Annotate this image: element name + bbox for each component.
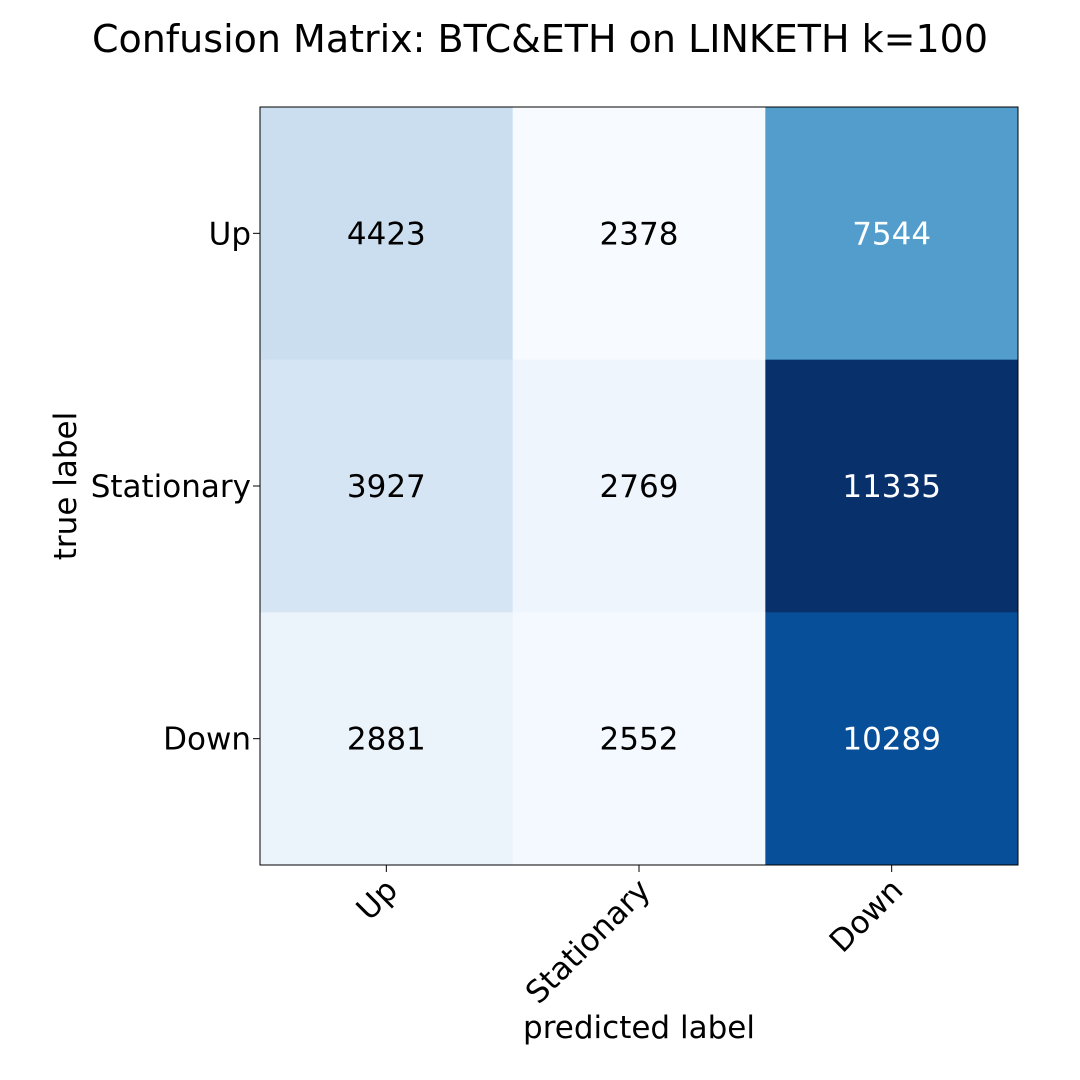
heatmap-cells: [260, 107, 1019, 866]
heatmap-cell: [765, 612, 1019, 866]
cell-value-label: 10289: [842, 722, 941, 758]
heatmap-cell: [512, 359, 766, 613]
heatmap-cell: [260, 359, 514, 613]
heatmap-cell: [512, 612, 766, 866]
cell-value-labels: 4423 2378 7544 3927 2769 11335 2881 2552 10289: [347, 216, 941, 757]
y-tick-label: Down: [163, 722, 251, 758]
y-tick-label: Stationary: [91, 469, 251, 505]
heatmap-cell: [260, 107, 514, 361]
heatmap-cell: [512, 107, 766, 361]
heatmap-cell: [765, 359, 1019, 613]
x-tick-label: Up: [350, 872, 405, 927]
cell-value-label: 2378: [600, 216, 679, 252]
heatmap-cell: [765, 107, 1019, 361]
cell-value-label: 2881: [347, 722, 426, 758]
x-tick-label: Stationary: [519, 872, 658, 1011]
cell-value-label: 2769: [600, 469, 679, 505]
cell-value-label: 4423: [347, 216, 426, 252]
x-axis: Up Stationary Down: [350, 865, 911, 1011]
y-axis: Up Stationary Down: [91, 216, 260, 758]
cell-value-label: 11335: [842, 469, 941, 505]
chart-title: Confusion Matrix: BTC&ETH on LINKETH k=1…: [92, 17, 988, 61]
y-tick-label: Up: [209, 216, 251, 252]
cell-value-label: 3927: [347, 469, 426, 505]
heatmap-cell: [260, 612, 514, 866]
y-axis-label: true label: [48, 412, 84, 560]
x-axis-label: predicted label: [523, 1010, 755, 1046]
cell-value-label: 2552: [600, 722, 679, 758]
x-tick-label: Down: [823, 872, 911, 960]
cell-value-label: 7544: [852, 216, 931, 252]
